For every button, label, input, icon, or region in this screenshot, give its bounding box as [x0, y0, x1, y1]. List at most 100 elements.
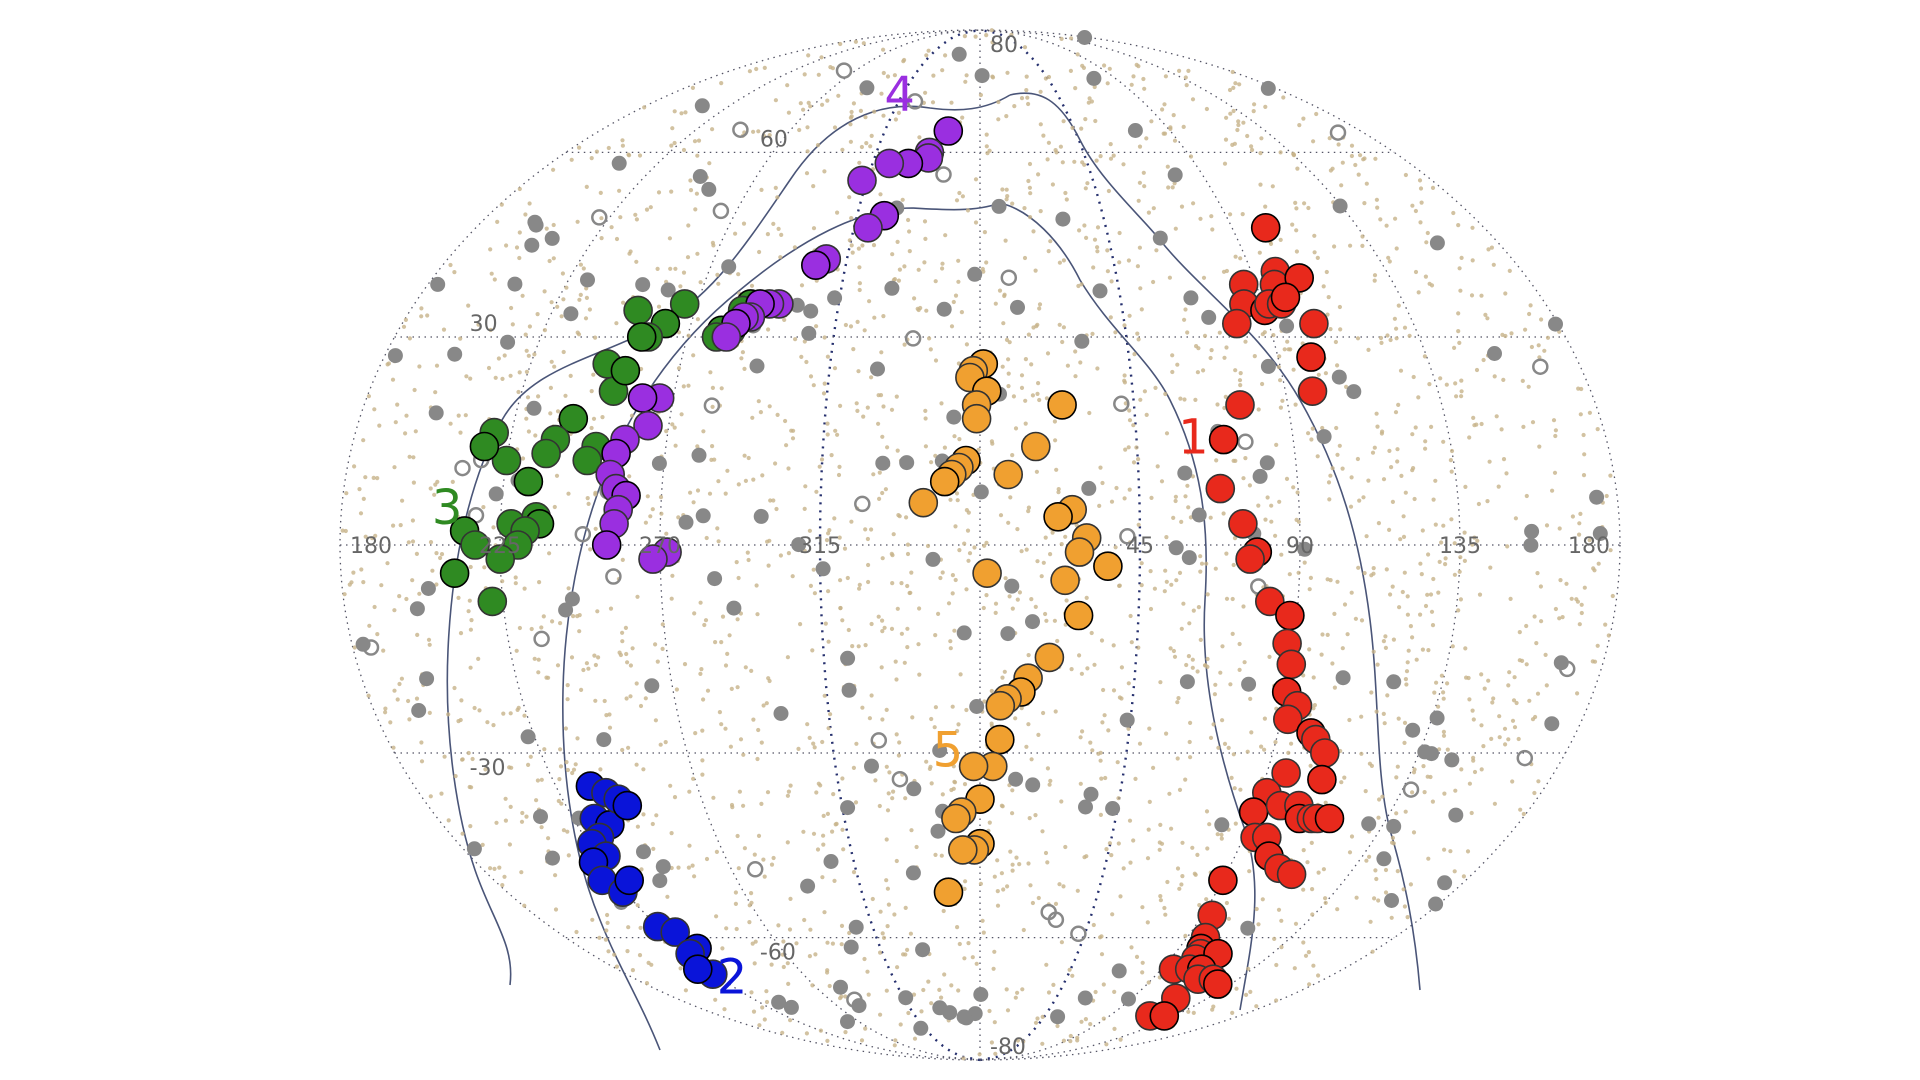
background-point: [814, 489, 819, 494]
background-point: [1422, 790, 1427, 795]
background-point: [1457, 569, 1462, 574]
background-point: [1021, 927, 1026, 933]
background-point: [1325, 312, 1330, 317]
background-point: [412, 387, 417, 393]
background-point: [1418, 220, 1423, 225]
background-point: [340, 528, 345, 533]
background-point: [952, 628, 957, 633]
background-point: [584, 184, 589, 189]
background-point: [1307, 982, 1312, 987]
background-point: [1327, 497, 1332, 502]
background-point: [1256, 407, 1261, 412]
background-point: [1001, 321, 1006, 326]
background-point: [553, 873, 558, 878]
background-point: [1336, 142, 1341, 147]
background-point: [785, 793, 791, 798]
background-point: [838, 606, 843, 611]
background-point: [1241, 120, 1246, 125]
background-point: [1332, 611, 1337, 617]
background-point: [1121, 866, 1126, 871]
background-point: [1429, 283, 1435, 288]
background-point: [1349, 590, 1354, 595]
background-point: [1069, 667, 1074, 672]
background-point: [1026, 101, 1031, 107]
background-point: [427, 642, 432, 647]
background-point: [1405, 612, 1410, 617]
background-point: [865, 536, 871, 542]
background-point: [1201, 275, 1207, 280]
background-point: [485, 720, 490, 725]
background-point: [1412, 496, 1417, 502]
background-point: [1113, 545, 1118, 550]
background-point: [1595, 643, 1600, 648]
background-point: [500, 376, 505, 381]
background-point: [1136, 457, 1141, 462]
background-point: [403, 317, 408, 322]
background-point: [1144, 412, 1149, 417]
gray-open-point: [454, 459, 471, 477]
background-point: [762, 65, 767, 70]
background-point: [1224, 596, 1230, 601]
background-point: [773, 98, 779, 103]
background-point: [881, 70, 886, 76]
background-point: [1517, 658, 1522, 663]
background-point: [1126, 258, 1131, 263]
background-point: [1127, 408, 1132, 413]
background-point: [878, 393, 884, 398]
background-point: [822, 693, 827, 698]
background-point: [959, 310, 965, 315]
background-point: [519, 819, 525, 824]
background-point: [825, 354, 831, 359]
background-point: [1394, 775, 1399, 780]
background-point: [526, 429, 532, 434]
background-point: [1326, 480, 1332, 485]
background-point: [1294, 206, 1299, 211]
background-point: [1506, 737, 1511, 742]
background-point: [1207, 822, 1212, 827]
background-point: [918, 305, 923, 311]
background-point: [1420, 647, 1425, 652]
gray-point: [1025, 777, 1041, 793]
background-point: [442, 754, 447, 759]
background-point: [1505, 544, 1510, 549]
background-point: [878, 1012, 883, 1017]
background-point: [885, 74, 891, 79]
background-point: [551, 256, 556, 261]
background-point: [1262, 747, 1267, 752]
background-point: [1398, 368, 1404, 373]
background-point: [1512, 675, 1517, 680]
background-point: [1407, 333, 1412, 338]
background-point: [522, 903, 527, 908]
background-point: [1209, 214, 1214, 219]
background-point: [1293, 402, 1298, 407]
background-point: [1180, 874, 1185, 879]
gray-point: [905, 865, 921, 881]
background-point: [923, 416, 928, 421]
group-1-point: [1235, 544, 1265, 574]
background-point: [1007, 594, 1012, 599]
background-point: [1452, 572, 1457, 577]
background-point: [1293, 921, 1299, 926]
background-point: [1126, 445, 1131, 450]
background-point: [1305, 860, 1310, 865]
background-point: [1256, 503, 1261, 508]
background-point: [761, 133, 767, 138]
background-point: [1048, 239, 1053, 244]
background-point: [785, 655, 791, 660]
background-point: [1325, 632, 1330, 638]
background-point: [1397, 605, 1402, 610]
background-point: [1467, 435, 1472, 440]
gray-point: [859, 80, 875, 96]
background-point: [1442, 847, 1447, 852]
background-point: [1470, 708, 1475, 713]
background-point: [428, 540, 434, 545]
background-point: [964, 707, 969, 713]
background-point: [1167, 275, 1172, 280]
background-point: [589, 425, 594, 431]
background-point: [1134, 445, 1139, 450]
background-point: [1419, 200, 1424, 205]
background-point: [608, 606, 614, 611]
background-point: [1046, 74, 1052, 80]
background-point: [751, 129, 756, 134]
gray-point: [1384, 893, 1399, 908]
